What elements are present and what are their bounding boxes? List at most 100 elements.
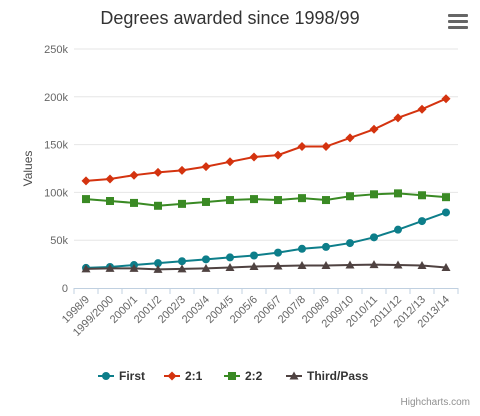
x-tick-label: 2000/1 <box>108 294 140 326</box>
data-point-2-2 <box>346 192 354 201</box>
data-point-2-2 <box>394 189 402 198</box>
x-tick-label: 1998/9 <box>60 294 92 326</box>
data-point-third-pass <box>417 261 427 270</box>
x-tick-label: 2002/3 <box>156 294 188 326</box>
x-tick-label: 2013/14 <box>416 294 453 331</box>
data-point-2-1 <box>441 94 451 104</box>
data-point-third-pass <box>105 263 115 272</box>
data-point-2-2 <box>298 194 306 203</box>
y-tick-label: 50k <box>50 235 68 247</box>
legend-label-third-pass[interactable]: Third/Pass <box>307 369 369 383</box>
data-point-2-1 <box>249 152 259 162</box>
y-tick-label: 0 <box>62 283 68 295</box>
data-point-third-pass <box>393 260 403 269</box>
x-tick-label: 1999/2000 <box>71 294 116 339</box>
legend-marker-2-1 <box>167 371 177 381</box>
data-point-2-2 <box>442 193 450 202</box>
data-point-2-1 <box>177 165 187 175</box>
data-point-third-pass <box>177 264 187 273</box>
data-point-first <box>370 233 378 242</box>
data-point-2-2 <box>322 196 330 205</box>
legend-marker-third-pass <box>289 371 299 380</box>
x-tick-label: 2005/6 <box>228 294 260 326</box>
data-point-third-pass <box>297 261 307 270</box>
series-line-2-1 <box>85 97 447 182</box>
data-point-first <box>154 259 162 268</box>
x-tick-label: 2007/8 <box>276 294 308 326</box>
data-point-third-pass <box>441 262 451 271</box>
data-point-first <box>346 239 354 248</box>
data-point-2-1 <box>273 150 283 160</box>
data-point-first <box>298 244 306 253</box>
data-point-first <box>202 255 210 264</box>
x-tick-label: 2009/10 <box>320 294 357 331</box>
y-tick-label: 150k <box>44 140 68 152</box>
data-point-third-pass <box>273 261 283 270</box>
data-point-2-2 <box>82 195 90 204</box>
data-point-2-2 <box>370 190 378 199</box>
data-point-2-1 <box>129 170 139 180</box>
data-point-2-2 <box>106 197 114 206</box>
data-point-first <box>178 257 186 266</box>
data-point-2-2 <box>250 195 258 204</box>
data-point-2-1 <box>225 157 235 167</box>
series-line-2-2 <box>85 192 447 207</box>
data-point-third-pass <box>345 260 355 269</box>
data-point-2-1 <box>321 142 331 152</box>
data-point-first <box>82 263 90 272</box>
x-tick-label: 2011/12 <box>368 294 404 330</box>
data-point-2-2 <box>130 198 138 207</box>
data-point-first <box>250 251 258 260</box>
data-point-first <box>130 261 138 270</box>
data-point-third-pass <box>369 260 379 269</box>
x-tick-label: 2006/7 <box>252 294 284 326</box>
data-point-third-pass <box>153 264 163 273</box>
legend-label-first[interactable]: First <box>119 369 145 383</box>
x-tick-label: 2001/2 <box>132 294 164 326</box>
data-point-2-2 <box>154 201 162 210</box>
data-point-2-1 <box>345 133 355 143</box>
data-point-2-1 <box>105 174 115 184</box>
x-tick-label: 2003/4 <box>180 294 212 326</box>
data-point-third-pass <box>129 263 139 272</box>
data-point-first <box>106 262 114 271</box>
x-tick-label: 2008/9 <box>300 294 332 326</box>
legend-label-2-1[interactable]: 2:1 <box>185 369 203 383</box>
x-tick-label: 2004/5 <box>204 294 236 326</box>
data-point-first <box>274 248 282 257</box>
data-point-first <box>418 217 426 226</box>
data-point-first <box>226 253 234 262</box>
data-point-2-1 <box>201 162 211 172</box>
data-point-2-2 <box>274 196 282 205</box>
series-line-first <box>85 211 447 269</box>
y-tick-label: 250k <box>44 44 68 56</box>
data-point-third-pass <box>249 261 259 270</box>
data-point-first <box>442 208 450 217</box>
hamburger-menu-icon[interactable] <box>448 14 468 32</box>
data-point-third-pass <box>81 264 91 273</box>
data-point-2-1 <box>297 142 307 152</box>
x-tick-label: 2010/11 <box>344 294 380 330</box>
y-tick-label: 100k <box>44 187 68 199</box>
data-point-2-1 <box>369 124 379 134</box>
legend-label-2-2[interactable]: 2:2 <box>245 369 263 383</box>
data-point-third-pass <box>225 262 235 271</box>
data-point-first <box>394 225 402 234</box>
data-point-2-2 <box>178 199 186 208</box>
data-point-2-1 <box>81 176 91 186</box>
credits-link[interactable]: Highcharts.com <box>400 397 470 408</box>
data-point-2-1 <box>417 104 427 114</box>
chart-title: Degrees awarded since 1998/99 <box>100 8 360 28</box>
series-line-third-pass <box>85 263 447 271</box>
x-tick-label: 2012/13 <box>392 294 429 331</box>
legend-marker-2-2 <box>228 372 236 380</box>
data-point-third-pass <box>201 263 211 272</box>
y-axis-title: Values <box>21 151 35 187</box>
y-tick-label: 200k <box>44 92 68 104</box>
data-point-2-2 <box>226 196 234 205</box>
data-point-first <box>322 242 330 251</box>
data-point-third-pass <box>321 261 331 270</box>
data-point-2-1 <box>153 167 163 177</box>
